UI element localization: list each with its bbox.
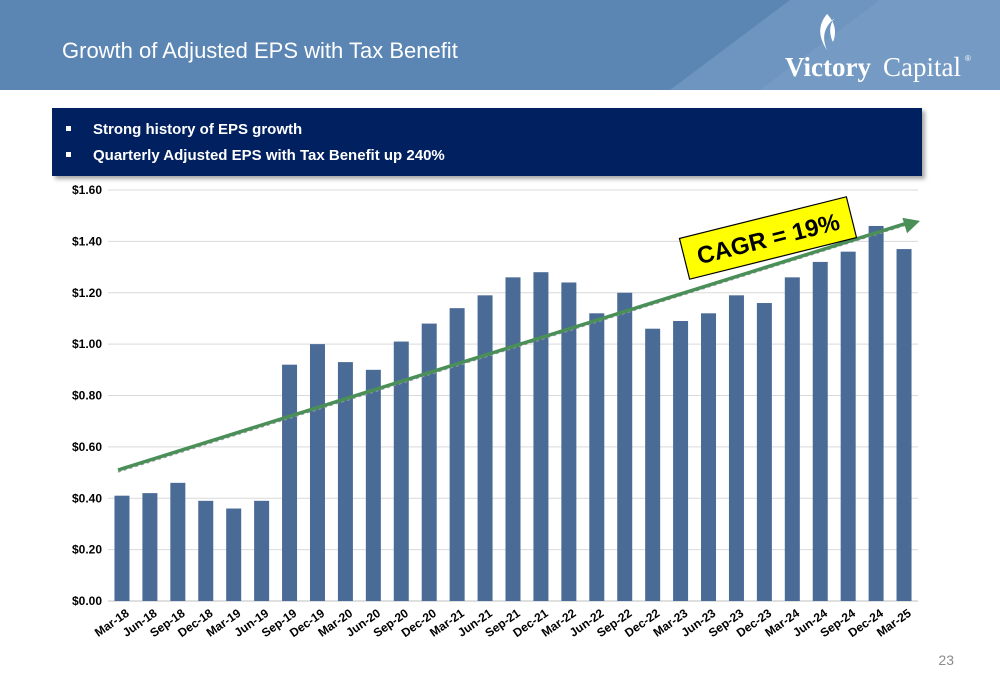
y-tick-label: $1.00 bbox=[72, 337, 102, 351]
logo-word-victory: Victory bbox=[785, 52, 871, 82]
highlights-banner: Strong history of EPS growth Quarterly A… bbox=[52, 108, 922, 176]
cagr-callout-box bbox=[678, 196, 858, 280]
logo-flame-icon bbox=[820, 14, 835, 50]
bar bbox=[421, 323, 437, 601]
y-tick-label: $1.60 bbox=[72, 183, 102, 197]
bullet-item: Strong history of EPS growth bbox=[66, 121, 302, 138]
bar bbox=[170, 482, 186, 601]
y-tick-label: $1.40 bbox=[72, 234, 102, 248]
bar bbox=[784, 277, 800, 601]
bullet-item: Quarterly Adjusted EPS with Tax Benefit … bbox=[66, 147, 445, 164]
bar bbox=[477, 295, 493, 601]
bar bbox=[728, 295, 744, 601]
slide-header: Growth of Adjusted EPS with Tax Benefit … bbox=[0, 0, 1000, 90]
bar bbox=[226, 508, 242, 601]
bar bbox=[505, 277, 521, 601]
bullet-square-icon bbox=[66, 151, 71, 157]
bar bbox=[589, 313, 605, 601]
y-tick-label: $1.20 bbox=[72, 286, 102, 300]
victory-capital-logo: Victory Capital ® bbox=[785, 12, 985, 82]
slide-title: Growth of Adjusted EPS with Tax Benefit bbox=[62, 38, 458, 63]
bar bbox=[561, 282, 577, 601]
bar bbox=[896, 249, 912, 602]
logo-registered-mark: ® bbox=[965, 54, 971, 63]
bullet-text: Strong history of EPS growth bbox=[93, 121, 303, 138]
y-tick-label: $0.80 bbox=[72, 389, 102, 403]
header-decoration bbox=[670, 0, 1000, 90]
eps-bar-chart: $0.00 $0.20 $0.40 $0.60 $0.80 $1.00 $1.20 $1.40… bbox=[72, 183, 920, 640]
bar bbox=[840, 251, 856, 601]
bar bbox=[673, 321, 689, 601]
bullet-square-icon bbox=[66, 125, 71, 131]
bar bbox=[393, 341, 409, 601]
bar bbox=[198, 500, 214, 601]
bar bbox=[812, 261, 828, 601]
bar bbox=[533, 272, 549, 601]
bar bbox=[254, 500, 270, 601]
bar bbox=[701, 313, 717, 601]
bar bbox=[282, 364, 298, 601]
logo-word-capital: Capital bbox=[883, 52, 961, 82]
y-tick-label: $0.20 bbox=[72, 543, 102, 557]
bar bbox=[449, 308, 465, 601]
bar bbox=[365, 369, 381, 601]
y-tick-label: $0.00 bbox=[72, 594, 102, 608]
bar bbox=[868, 225, 884, 601]
bar bbox=[756, 303, 772, 601]
y-tick-label: $0.40 bbox=[72, 491, 102, 505]
page-number: 23 bbox=[938, 652, 954, 668]
bar bbox=[114, 495, 130, 601]
trend-line bbox=[117, 221, 909, 472]
bullet-text: Quarterly Adjusted EPS with Tax Benefit … bbox=[93, 147, 445, 164]
bar bbox=[142, 493, 158, 601]
y-tick-label: $0.60 bbox=[72, 440, 102, 454]
bar bbox=[309, 344, 325, 601]
trend-arrow-head bbox=[902, 217, 920, 234]
bar bbox=[617, 292, 633, 601]
bar bbox=[337, 362, 353, 601]
bar bbox=[645, 328, 661, 601]
